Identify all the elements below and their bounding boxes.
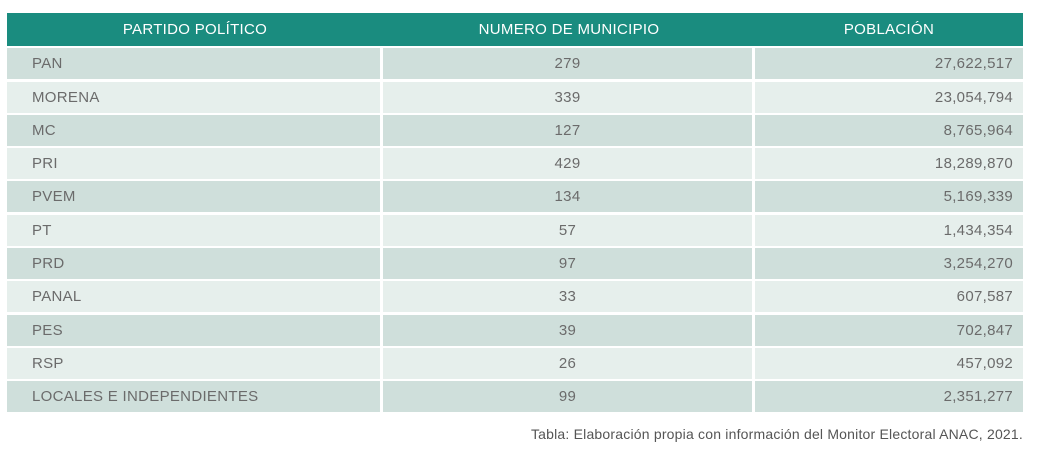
table-row: RSP 26 457,092 (7, 347, 1023, 379)
table-body: PAN 279 27,622,517 MORENA 339 23,054,794 MC 127… (7, 48, 1023, 413)
cell-municipalities: 339 (383, 81, 752, 113)
cell-municipalities: 127 (383, 114, 752, 146)
cell-population: 457,092 (755, 347, 1023, 379)
table-row: PT 57 1,434,354 (7, 214, 1023, 246)
cell-municipalities: 134 (383, 181, 752, 213)
cell-party: PRI (7, 148, 380, 180)
table-row: PAN 279 27,622,517 (7, 48, 1023, 80)
cell-party: PRD (7, 248, 380, 280)
cell-population: 5,169,339 (755, 181, 1023, 213)
cell-municipalities: 33 (383, 281, 752, 313)
cell-municipalities: 57 (383, 214, 752, 246)
cell-municipalities: 279 (383, 48, 752, 80)
cell-population: 23,054,794 (755, 81, 1023, 113)
table-row: MC 127 8,765,964 (7, 114, 1023, 146)
cell-party: PT (7, 214, 380, 246)
table-row: PES 39 702,847 (7, 314, 1023, 346)
cell-population: 1,434,354 (755, 214, 1023, 246)
cell-party: PANAL (7, 281, 380, 313)
cell-population: 3,254,270 (755, 248, 1023, 280)
cell-population: 18,289,870 (755, 148, 1023, 180)
table-row: LOCALES E INDEPENDIENTES 99 2,351,277 (7, 381, 1023, 413)
cell-population: 607,587 (755, 281, 1023, 313)
cell-party: MORENA (7, 81, 380, 113)
cell-municipalities: 99 (383, 381, 752, 413)
table-header: PARTIDO POLÍTICO NUMERO DE MUNICIPIO POB… (7, 13, 1023, 46)
cell-population: 702,847 (755, 314, 1023, 346)
cell-party: LOCALES E INDEPENDIENTES (7, 381, 380, 413)
cell-population: 2,351,277 (755, 381, 1023, 413)
table-row: PRI 429 18,289,870 (7, 148, 1023, 180)
table-row: MORENA 339 23,054,794 (7, 81, 1023, 113)
cell-population: 27,622,517 (755, 48, 1023, 80)
cell-party: PVEM (7, 181, 380, 213)
party-table: PARTIDO POLÍTICO NUMERO DE MUNICIPIO POB… (7, 13, 1023, 413)
cell-municipalities: 26 (383, 347, 752, 379)
cell-municipalities: 97 (383, 248, 752, 280)
cell-population: 8,765,964 (755, 114, 1023, 146)
table-row: PRD 97 3,254,270 (7, 248, 1023, 280)
table-row: PVEM 134 5,169,339 (7, 181, 1023, 213)
header-population: POBLACIÓN (843, 21, 935, 38)
cell-party: PAN (7, 48, 380, 80)
table-caption: Tabla: Elaboración propia con informació… (530, 426, 1023, 442)
cell-party: PES (7, 314, 380, 346)
table-row: PANAL 33 607,587 (7, 281, 1023, 313)
cell-municipalities: 429 (383, 148, 752, 180)
header-municipalities: NUMERO DE MUNICIPIO (478, 21, 660, 38)
cell-party: MC (7, 114, 380, 146)
header-party: PARTIDO POLÍTICO (122, 21, 268, 38)
cell-municipalities: 39 (383, 314, 752, 346)
cell-party: RSP (7, 347, 380, 379)
